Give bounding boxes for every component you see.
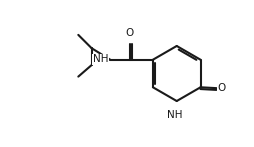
- Text: NH: NH: [93, 54, 108, 64]
- Text: O: O: [217, 83, 226, 93]
- Text: O: O: [126, 28, 134, 38]
- Text: NH: NH: [167, 110, 183, 120]
